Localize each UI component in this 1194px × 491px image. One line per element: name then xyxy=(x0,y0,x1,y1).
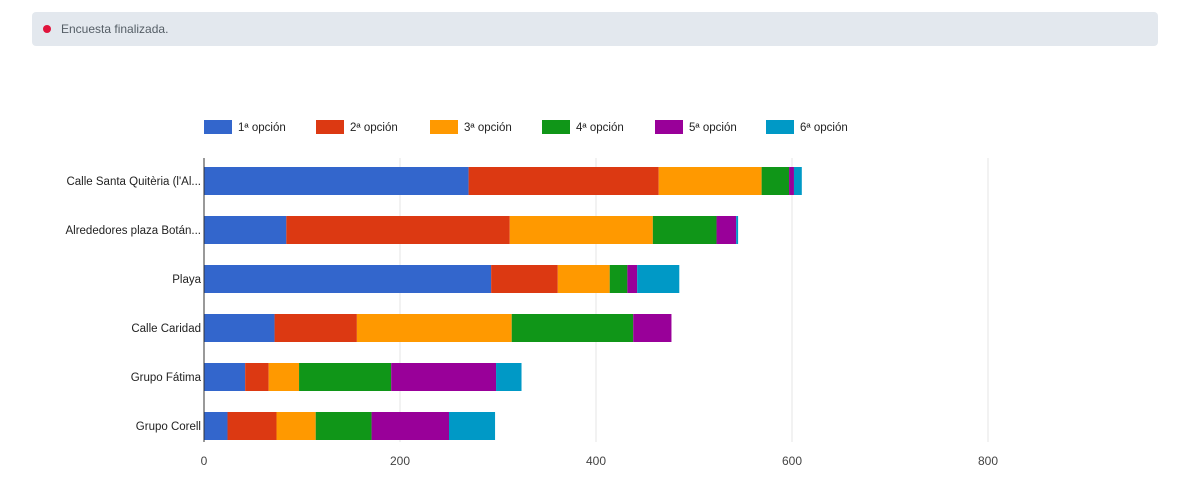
y-category-label: Calle Caridad xyxy=(131,323,201,335)
bar-segment-3 xyxy=(315,412,372,440)
y-category-label: Grupo Fátima xyxy=(131,372,202,384)
bar-segment-2 xyxy=(276,412,316,440)
bar-segment-3 xyxy=(761,167,790,195)
legend-label: 4ª opción xyxy=(576,122,624,134)
bar-segment-4 xyxy=(633,314,672,342)
legend-swatch-2 xyxy=(430,120,458,134)
bar-segment-5 xyxy=(496,363,522,391)
bar-segment-1 xyxy=(468,167,659,195)
legend-label: 5ª opción xyxy=(689,122,737,134)
legend-label: 1ª opción xyxy=(238,122,286,134)
y-category-label: Alrededores plaza Botán... xyxy=(65,225,201,237)
legend-label: 2ª opción xyxy=(350,122,398,134)
bar-segment-3 xyxy=(609,265,628,293)
bar-segment-5 xyxy=(449,412,496,440)
bar-segment-0 xyxy=(204,167,469,195)
y-category-label: Grupo Corell xyxy=(136,421,201,433)
bar-segment-2 xyxy=(356,314,512,342)
y-category-label: Calle Santa Quitèria (l'Al... xyxy=(66,176,201,188)
status-banner: Encuesta finalizada. xyxy=(32,12,1158,46)
bar-segment-4 xyxy=(716,216,737,244)
legend-label: 6ª opción xyxy=(800,122,848,134)
bar-segment-0 xyxy=(204,314,275,342)
bar-segment-1 xyxy=(245,363,269,391)
bar-segment-3 xyxy=(299,363,392,391)
bar-segment-1 xyxy=(491,265,558,293)
bar-segment-2 xyxy=(268,363,300,391)
y-category-label: Playa xyxy=(172,274,201,286)
x-tick-label: 600 xyxy=(782,454,802,468)
bar-segment-3 xyxy=(652,216,717,244)
bar-segment-3 xyxy=(511,314,634,342)
x-tick-label: 200 xyxy=(390,454,410,468)
legend-swatch-0 xyxy=(204,120,232,134)
x-tick-label: 400 xyxy=(586,454,606,468)
status-text: Encuesta finalizada. xyxy=(61,22,169,36)
legend-label: 3ª opción xyxy=(464,122,512,134)
x-tick-label: 800 xyxy=(978,454,998,468)
bar-segment-0 xyxy=(204,363,246,391)
legend-swatch-4 xyxy=(655,120,683,134)
bar-segment-5 xyxy=(637,265,680,293)
bar-segment-4 xyxy=(391,363,497,391)
bar-segment-1 xyxy=(286,216,510,244)
legend-swatch-3 xyxy=(542,120,570,134)
bar-segment-4 xyxy=(789,167,794,195)
bar-segment-5 xyxy=(793,167,802,195)
bar-segment-0 xyxy=(204,216,287,244)
bar-segment-2 xyxy=(509,216,653,244)
bar-segment-4 xyxy=(627,265,638,293)
bar-segment-1 xyxy=(227,412,277,440)
legend-swatch-5 xyxy=(766,120,794,134)
bar-segment-2 xyxy=(557,265,610,293)
bar-segment-0 xyxy=(204,412,228,440)
bar-segment-2 xyxy=(658,167,762,195)
bar-segment-5 xyxy=(736,216,739,244)
bar-segment-0 xyxy=(204,265,492,293)
status-dot-icon xyxy=(43,25,51,33)
bar-segment-4 xyxy=(371,412,449,440)
legend-swatch-1 xyxy=(316,120,344,134)
x-tick-label: 0 xyxy=(201,454,208,468)
bar-segment-1 xyxy=(274,314,357,342)
